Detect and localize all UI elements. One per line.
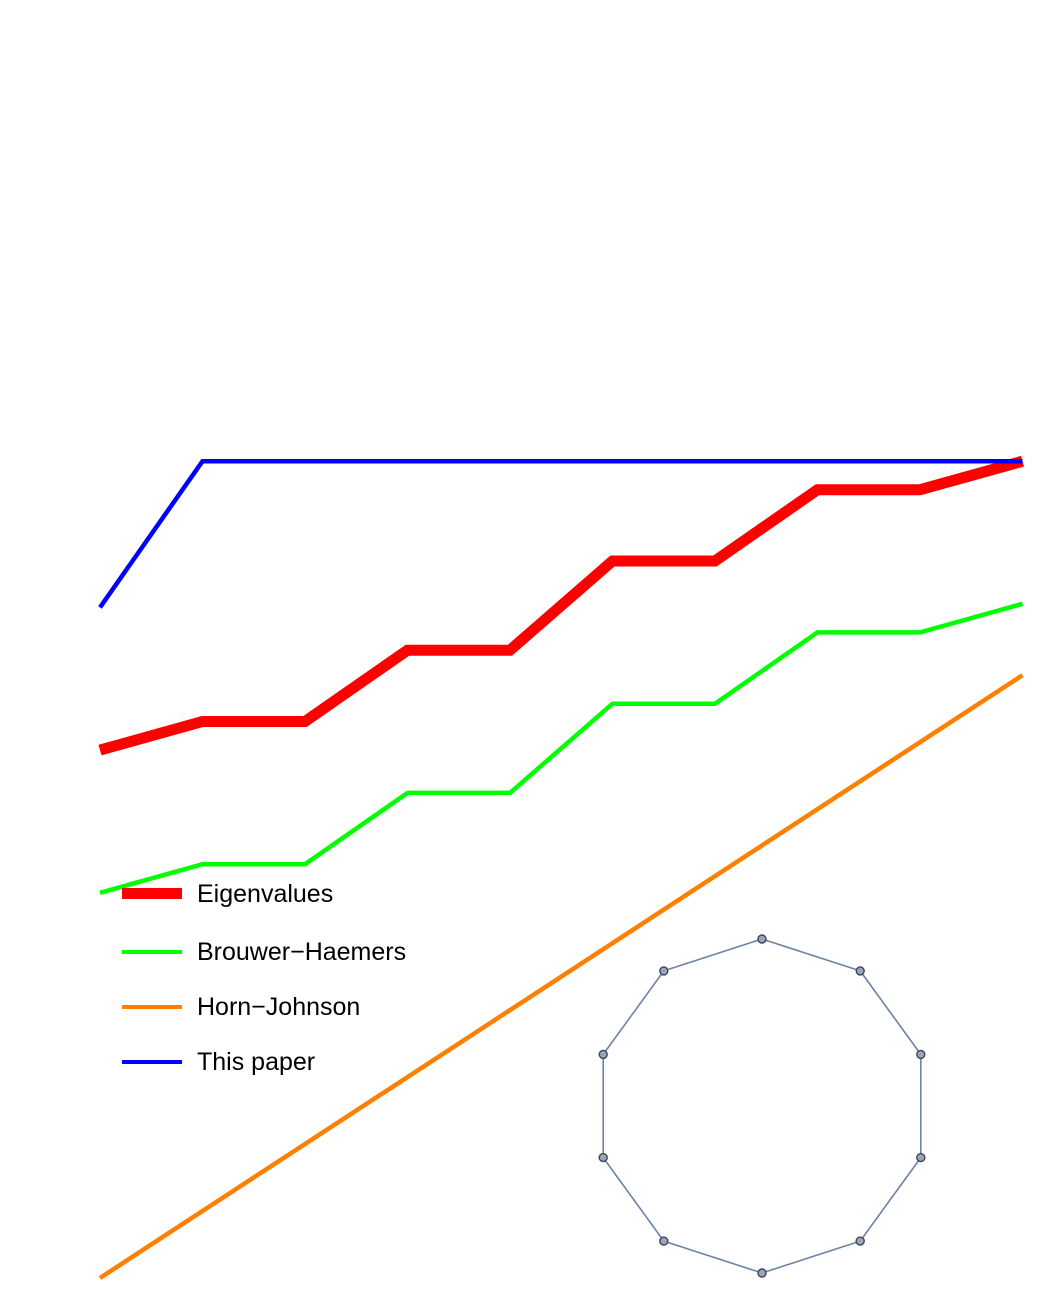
graph-vertex — [659, 966, 669, 976]
series-line-horn-johnson — [98, 673, 1024, 1280]
graph-vertex — [916, 1049, 926, 1060]
graph-vertex — [916, 1152, 926, 1163]
series-line-brouwer-haemers — [99, 601, 1024, 895]
legend-swatch-horn-johnson — [122, 1005, 182, 1009]
graph-vertex — [598, 1049, 608, 1060]
graph-edge — [663, 1240, 763, 1274]
graph-edge — [859, 1157, 922, 1242]
graph-edge — [602, 970, 665, 1055]
graph-edge — [602, 1157, 665, 1242]
graph-edge — [761, 938, 861, 972]
graph-vertex — [757, 934, 767, 944]
graph-vertex — [598, 1152, 608, 1163]
legend-swatch-eigenvalues — [122, 888, 182, 899]
graph-vertex — [757, 1268, 767, 1278]
graph-vertex — [659, 1236, 669, 1246]
cycle-graph-inset — [598, 934, 926, 1278]
series-line-this-paper — [98, 458, 1023, 609]
legend-label-eigenvalues: Eigenvalues — [197, 880, 334, 908]
legend-swatch-this-paper — [122, 1060, 182, 1064]
legend-item-horn-johnson: Horn−Johnson — [122, 987, 482, 1027]
legend-item-this-paper: This paper — [122, 1042, 482, 1082]
legend-label-horn-johnson: Horn−Johnson — [197, 993, 361, 1021]
legend-label-this-paper: This paper — [197, 1048, 316, 1076]
graph-edge — [761, 1240, 861, 1274]
graph-vertex — [855, 966, 865, 976]
legend-item-brouwer-haemers: Brouwer−Haemers — [122, 932, 482, 972]
legend-swatch-brouwer-haemers — [122, 950, 182, 954]
series-line-eigenvalues — [98, 455, 1024, 756]
legend-item-eigenvalues: Eigenvalues — [122, 874, 482, 914]
legend-label-brouwer-haemers: Brouwer−Haemers — [197, 938, 407, 966]
graph-edge — [663, 938, 763, 972]
series-layer — [98, 455, 1024, 1280]
graph-vertex — [855, 1236, 865, 1246]
graph-edge — [859, 970, 922, 1055]
